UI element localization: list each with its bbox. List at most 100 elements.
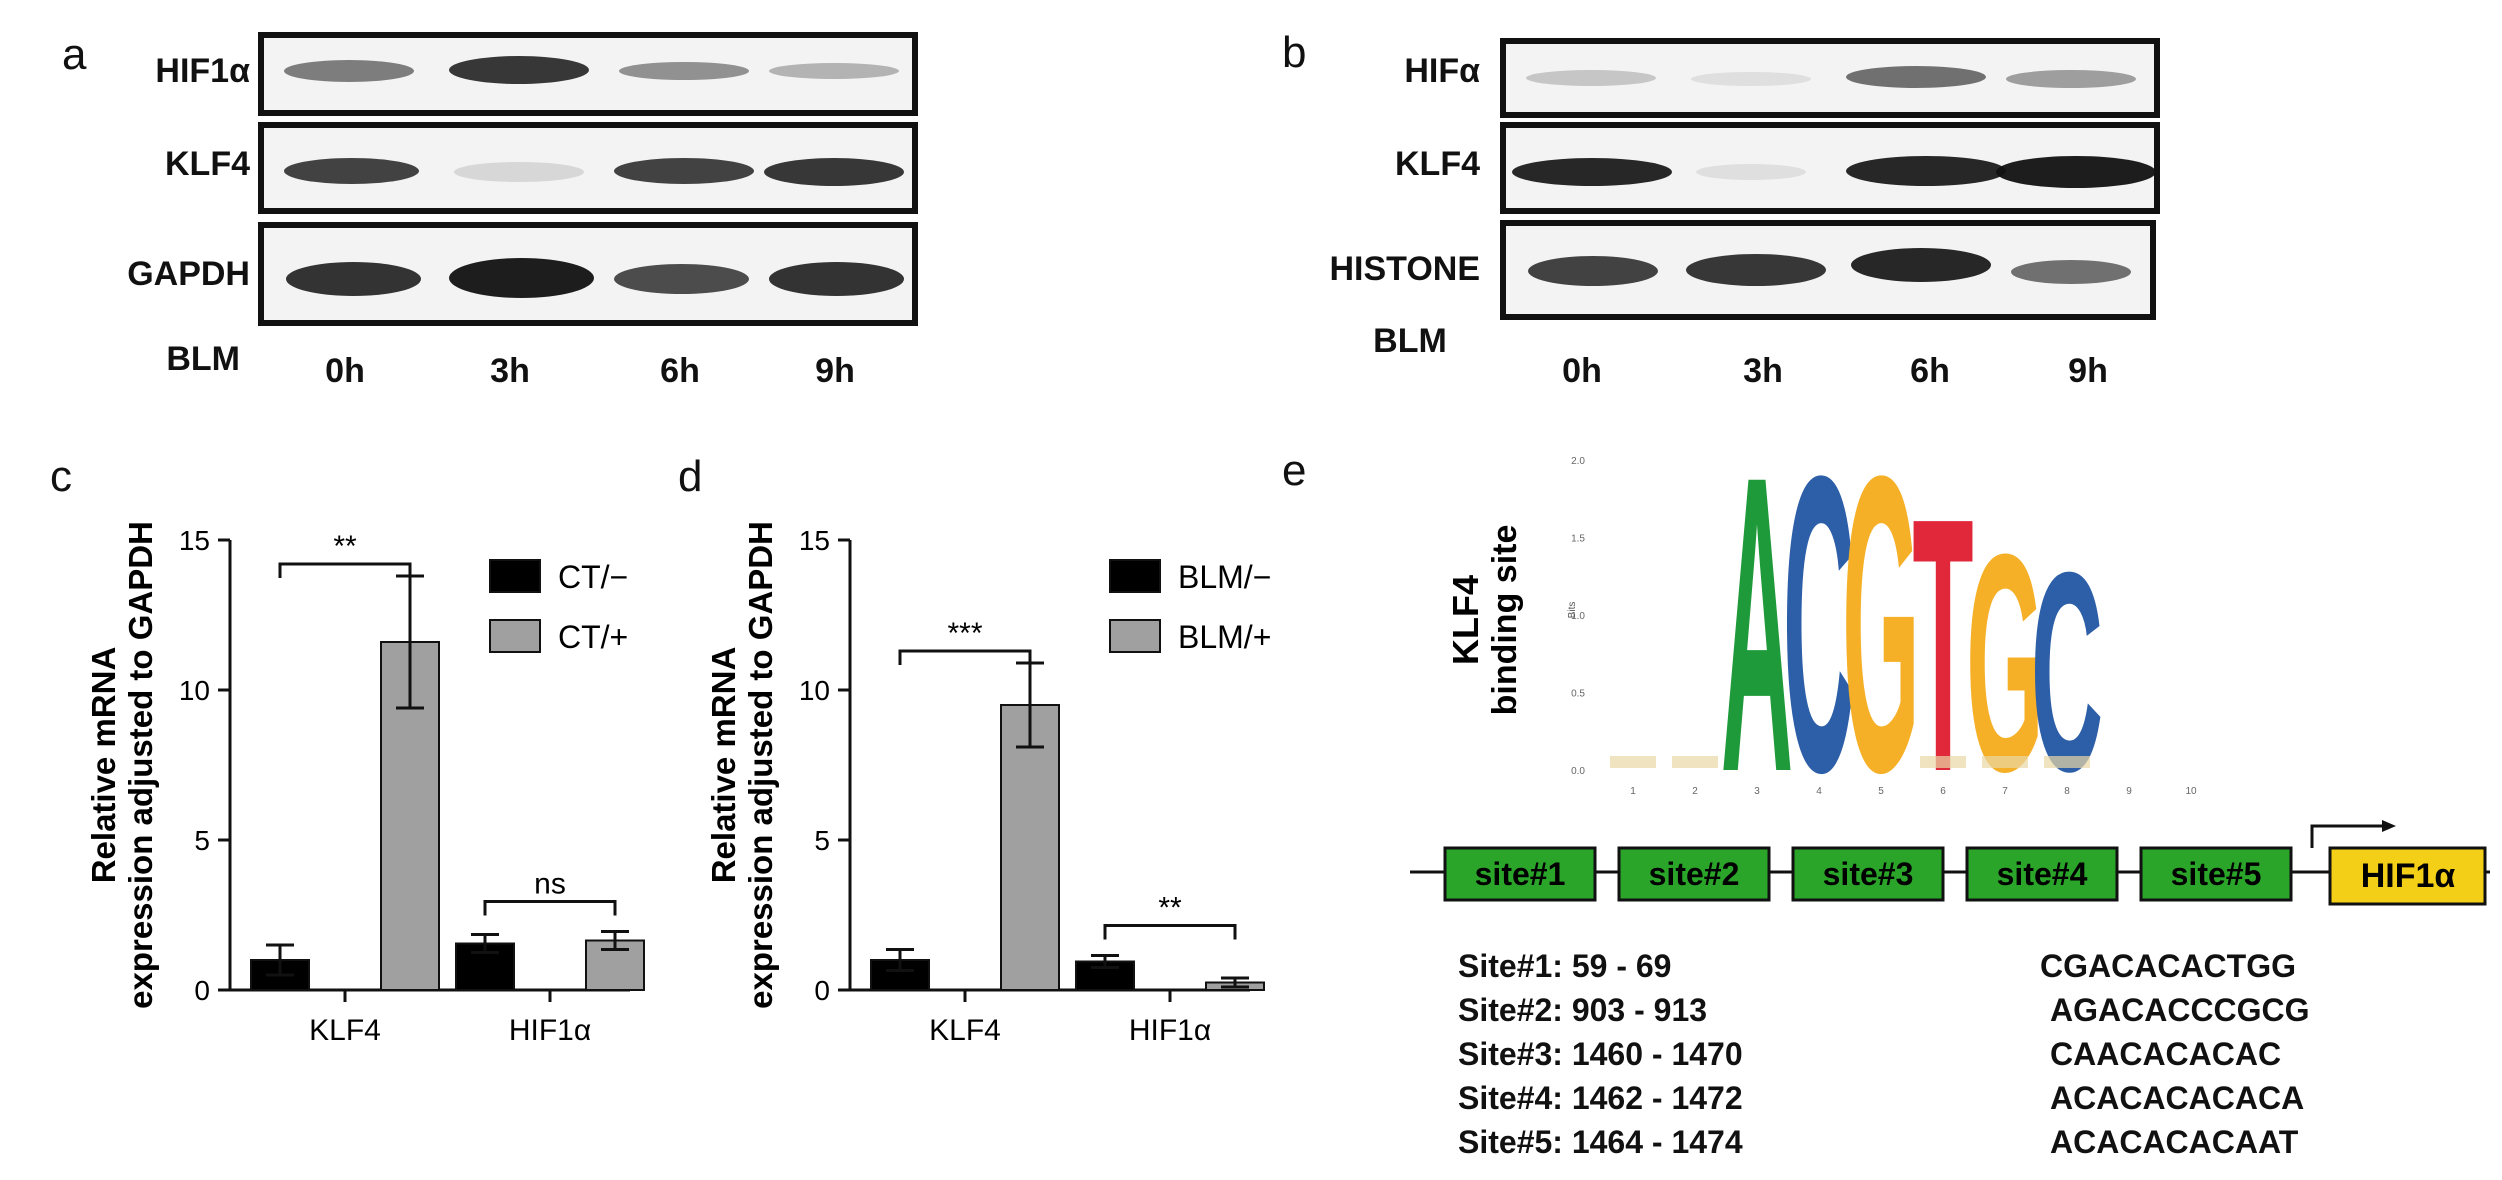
logo-letter: C xyxy=(1783,440,1855,800)
significance-bracket xyxy=(898,649,1032,665)
site-position-label: Site#1: 59 - 69 xyxy=(1458,948,1672,984)
logo-letter: A xyxy=(1721,440,1793,800)
y-axis-label-line1: Relative mRNA xyxy=(705,647,742,884)
x-tick-label: KLF4 xyxy=(309,1014,381,1047)
significance-bracket xyxy=(483,900,617,916)
logo-x-tick: 6 xyxy=(1940,786,1946,797)
significance-label: ** xyxy=(333,530,357,563)
y-axis-label-line1: Relative mRNA xyxy=(85,647,122,884)
site-box-label: site#1 xyxy=(1475,856,1566,892)
logo-axis-label: Bits xyxy=(1567,602,1578,619)
legend-swatch xyxy=(489,619,541,653)
site-position-label: Site#4: 1462 - 1472 xyxy=(1458,1080,1743,1116)
panel-letter-a: a xyxy=(62,30,87,79)
y-tick-label: 15 xyxy=(179,525,210,556)
lane-label-b-9h: 9h xyxy=(2068,352,2108,390)
site-box-label: site#4 xyxy=(1997,856,2088,892)
significance-label: ns xyxy=(534,868,566,901)
lane-label-b-3h: 3h xyxy=(1743,352,1783,390)
site-box-label: site#5 xyxy=(2171,856,2262,892)
site-sequence: AGACACCCGCG xyxy=(2050,992,2310,1028)
site-position-label: Site#2: 903 - 913 xyxy=(1458,992,1708,1028)
logo-y-tick: 2.0 xyxy=(1571,456,1585,467)
logo-minor-letters xyxy=(1982,756,2028,768)
legend-swatch xyxy=(1109,619,1161,653)
blot-label-histone: HISTONE xyxy=(1329,250,1480,288)
logo-x-tick: 4 xyxy=(1816,786,1822,797)
promoter-diagram: site#1 site#2 site#3 site#4 site#5 HIF1α xyxy=(1410,820,2490,906)
y-tick-label: 0 xyxy=(194,975,210,1006)
tss-arrow-head xyxy=(2382,820,2396,832)
blot-strip-histone xyxy=(1500,220,2156,320)
logo-minor-letters xyxy=(1920,756,1966,768)
blot-strip-gapdh xyxy=(258,222,918,326)
logo-x-tick: 7 xyxy=(2002,786,2008,797)
lane-label-a-6h: 6h xyxy=(660,352,700,390)
site-box xyxy=(2139,846,2293,902)
bar xyxy=(585,939,645,991)
y-tick-label: 5 xyxy=(194,825,210,856)
y-tick-label: 10 xyxy=(179,675,210,706)
logo-letter: C xyxy=(2031,514,2103,800)
logo-x-tick: 2 xyxy=(1692,786,1698,797)
logo-minor-letters xyxy=(1610,756,1656,768)
legend-label: CT/+ xyxy=(558,619,628,655)
legend-swatch xyxy=(1109,559,1161,593)
logo-x-tick: 8 xyxy=(2064,786,2070,797)
legend-label: BLM/− xyxy=(1178,559,1271,595)
blot-label-klf4: KLF4 xyxy=(165,145,250,183)
legend-label: BLM/+ xyxy=(1178,619,1271,655)
logo-x-tick: 9 xyxy=(2126,786,2132,797)
panel-letter-b: b xyxy=(1282,28,1307,77)
significance-label: ** xyxy=(1158,892,1182,925)
logo-y-tick: 1.5 xyxy=(1571,534,1585,545)
blot-label-klf4-b: KLF4 xyxy=(1395,145,1480,183)
blot-treatment-label-a: BLM xyxy=(166,340,240,378)
site-box-label: site#3 xyxy=(1823,856,1914,892)
tss-arrow-line xyxy=(2310,824,2382,848)
legend-label: CT/− xyxy=(558,559,628,595)
site-position-label: Site#5: 1464 - 1474 xyxy=(1458,1124,1743,1160)
significance-bracket xyxy=(278,562,412,578)
blot-label-hifa: HIFα xyxy=(1404,52,1480,90)
site-box xyxy=(1443,846,1597,902)
site-sequence: ACACACACACA xyxy=(2050,1080,2305,1116)
blot-strip-hif1a xyxy=(258,32,918,116)
bar-chart-c: Relative mRNA expression adjusted to GAPD… xyxy=(85,521,645,1047)
site-position-label: Site#3: 1460 - 1470 xyxy=(1458,1036,1743,1072)
logo-title-line2: binding site xyxy=(1486,525,1524,716)
bar xyxy=(870,959,930,991)
panel-letter-d: d xyxy=(678,452,703,501)
site-sequence: CAACACACAC xyxy=(2050,1036,2282,1072)
y-tick-label: 0 xyxy=(814,975,830,1006)
site-box xyxy=(1617,846,1771,902)
gene-box-label: HIF1α xyxy=(2361,857,2456,895)
blot-label-gapdh: GAPDH xyxy=(127,255,250,293)
bar-chart-d: Relative mRNA expression adjusted to GAPD… xyxy=(705,521,1271,1047)
logo-letter: G xyxy=(1966,489,2044,800)
logo-letter: T xyxy=(1912,444,1973,800)
panel-letter-e: e xyxy=(1282,446,1307,495)
logo-y-tick: 0.0 xyxy=(1571,766,1585,777)
y-axis-label-line2: expression adjusted to GAPDH xyxy=(742,521,779,1009)
blot-label-hif1a: HIF1α xyxy=(155,52,250,90)
logo-letter: G xyxy=(1842,440,1920,800)
logo-x-tick: 5 xyxy=(1878,786,1884,797)
x-tick-label: HIF1α xyxy=(1129,1014,1211,1047)
y-tick-label: 10 xyxy=(799,675,830,706)
blot-strip-klf4-b xyxy=(1500,122,2160,214)
lane-label-a-9h: 9h xyxy=(815,352,855,390)
y-tick-label: 5 xyxy=(814,825,830,856)
site-box xyxy=(1965,846,2119,902)
significance-bracket xyxy=(1103,924,1237,940)
lane-label-b-6h: 6h xyxy=(1910,352,1950,390)
logo-x-tick: 10 xyxy=(2185,786,2197,797)
logo-y-tick: 1.0 xyxy=(1571,611,1585,622)
logo-x-tick: 3 xyxy=(1754,786,1760,797)
site-box xyxy=(1791,846,1945,902)
lane-label-a-3h: 3h xyxy=(490,352,530,390)
site-sequence: CGACACACTGG xyxy=(2040,948,2296,984)
significance-label: *** xyxy=(947,617,982,650)
panel-letter-c: c xyxy=(50,452,72,501)
lane-label-b-0h: 0h xyxy=(1562,352,1602,390)
